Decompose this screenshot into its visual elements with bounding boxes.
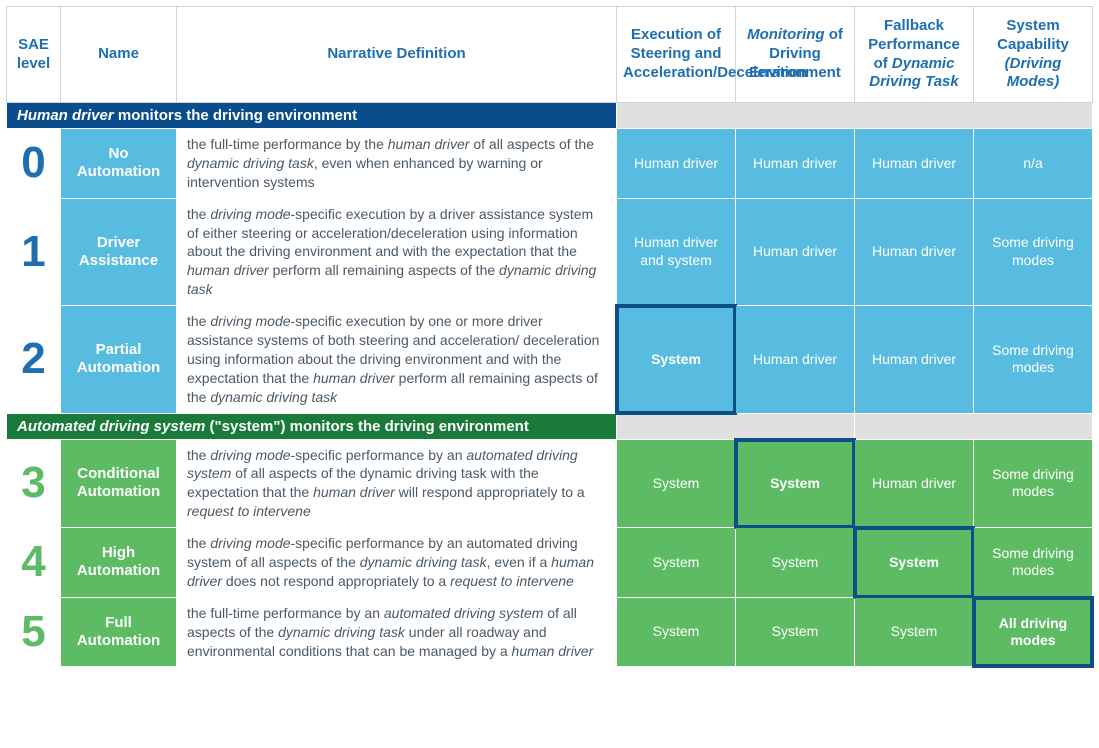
level-cell: 4 [7, 528, 61, 598]
res-monitoring: System [736, 439, 855, 528]
header-fallback: Fallback Performance of Dynamic Driving … [855, 7, 974, 103]
sae-levels-table: SAE level Name Narrative Definition Exec… [6, 6, 1093, 667]
definition-cell: the driving mode-specific performance by… [177, 528, 617, 598]
res-execution: System [617, 306, 736, 413]
band-automated-system: Automated driving system ("system") moni… [7, 413, 1093, 439]
table-header-row: SAE level Name Narrative Definition Exec… [7, 7, 1093, 103]
table-row: 1 Driver Assistance the driving mode-spe… [7, 198, 1093, 305]
res-execution: Human driver and system [617, 198, 736, 305]
name-cell: Partial Automation [61, 306, 177, 413]
header-execution: Execution of Steering and Acceleration/D… [617, 7, 736, 103]
band-system-grey-a [617, 413, 855, 439]
res-capability: Some driving modes [974, 528, 1093, 598]
res-monitoring: System [736, 528, 855, 598]
name-cell: High Automation [61, 528, 177, 598]
header-monitoring: Monitoring of Driving Environment [736, 7, 855, 103]
res-monitoring: Human driver [736, 306, 855, 413]
definition-cell: the driving mode-specific execution by o… [177, 306, 617, 413]
res-capability: Some driving modes [974, 306, 1093, 413]
res-monitoring: Human driver [736, 129, 855, 199]
res-fallback: System [855, 597, 974, 667]
name-cell: Conditional Automation [61, 439, 177, 528]
header-name: Name [61, 7, 177, 103]
table-row: 4 High Automation the driving mode-speci… [7, 528, 1093, 598]
band-human-grey [617, 103, 1093, 129]
band-human-label: Human driver monitors the driving enviro… [7, 103, 617, 129]
level-cell: 5 [7, 597, 61, 667]
table-row: 2 Partial Automation the driving mode-sp… [7, 306, 1093, 413]
definition-cell: the full-time performance by an automate… [177, 597, 617, 667]
res-monitoring: System [736, 597, 855, 667]
res-execution: System [617, 528, 736, 598]
res-fallback: Human driver [855, 306, 974, 413]
level-cell: 3 [7, 439, 61, 528]
header-level: SAE level [7, 7, 61, 103]
level-cell: 1 [7, 198, 61, 305]
res-fallback: Human driver [855, 129, 974, 199]
res-capability: All driving modes [974, 597, 1093, 667]
definition-cell: the full-time performance by the human d… [177, 129, 617, 199]
band-system-label: Automated driving system ("system") moni… [7, 413, 617, 439]
header-capability: System Capability (Driving Modes) [974, 7, 1093, 103]
res-execution: System [617, 439, 736, 528]
header-definition: Narrative Definition [177, 7, 617, 103]
band-system-grey-b [855, 413, 1093, 439]
res-execution: System [617, 597, 736, 667]
res-fallback: System [855, 528, 974, 598]
definition-cell: the driving mode-specific execution by a… [177, 198, 617, 305]
res-capability: Some driving modes [974, 439, 1093, 528]
name-cell: Driver Assistance [61, 198, 177, 305]
name-cell: No Automation [61, 129, 177, 199]
level-cell: 0 [7, 129, 61, 199]
res-fallback: Human driver [855, 439, 974, 528]
table-row: 3 Conditional Automation the driving mod… [7, 439, 1093, 528]
res-capability: Some driving modes [974, 198, 1093, 305]
definition-cell: the driving mode-specific performance by… [177, 439, 617, 528]
band-human-driver: Human driver monitors the driving enviro… [7, 103, 1093, 129]
res-capability: n/a [974, 129, 1093, 199]
table-row: 5 Full Automation the full-time performa… [7, 597, 1093, 667]
name-cell: Full Automation [61, 597, 177, 667]
table-row: 0 No Automation the full-time performanc… [7, 129, 1093, 199]
res-execution: Human driver [617, 129, 736, 199]
res-fallback: Human driver [855, 198, 974, 305]
res-monitoring: Human driver [736, 198, 855, 305]
level-cell: 2 [7, 306, 61, 413]
